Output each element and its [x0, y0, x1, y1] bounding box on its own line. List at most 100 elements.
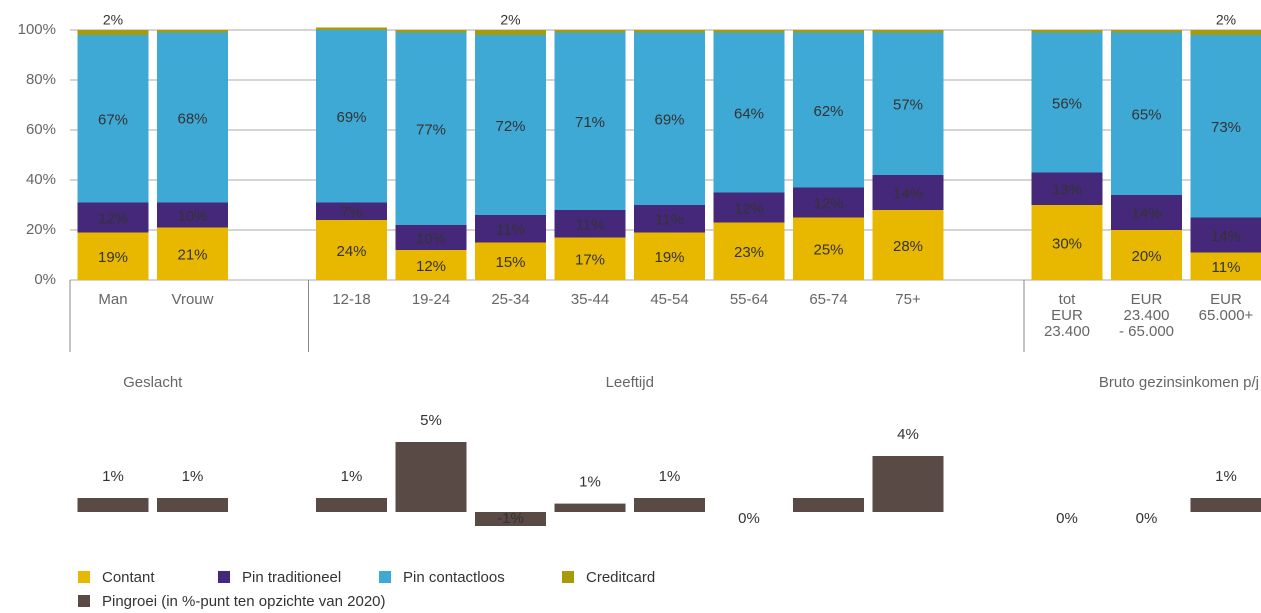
data-label: 20%: [1131, 248, 1161, 265]
bar-segment: [1031, 205, 1103, 280]
bar-segment: [1111, 32, 1182, 195]
data-label: 13%: [1052, 182, 1082, 199]
data-label: 2%: [500, 12, 520, 28]
x-tick-label: 25-34: [491, 291, 530, 308]
x-tick-label: tot EUR 23.400: [1044, 291, 1090, 340]
bar-segment: [554, 30, 626, 33]
y-tick-label: 80%: [26, 71, 56, 88]
bar-segment: [793, 187, 864, 218]
x-tick-label: 19-24: [411, 291, 451, 308]
bar: [1190, 498, 1261, 512]
bar-segment: [554, 237, 626, 280]
bar-segment: [475, 30, 546, 35]
bar-segment: [872, 30, 944, 33]
x-tick-label: EUR 23.400 - 65.000: [1118, 291, 1175, 340]
data-label: 0%: [1056, 510, 1078, 527]
data-label: 5%: [420, 412, 442, 429]
bar: [634, 498, 705, 512]
bar-segment: [634, 32, 705, 205]
data-label: 23%: [734, 244, 764, 261]
data-label: 57%: [893, 97, 923, 114]
legend-swatch: [562, 571, 574, 583]
bar-segment: [1190, 252, 1261, 280]
x-tick-label: Man: [98, 291, 128, 308]
bar: [395, 442, 467, 512]
data-label: 19%: [654, 249, 684, 266]
bar: [157, 498, 228, 512]
bar-segment: [1031, 172, 1103, 205]
bar-segment: [316, 202, 387, 220]
bar-segment: [713, 222, 785, 280]
bar-segment: [634, 30, 705, 33]
data-label: 1%: [659, 468, 681, 485]
data-label: 73%: [1211, 119, 1241, 136]
x-tick-label: 75+: [895, 291, 921, 308]
data-label: 12%: [734, 200, 764, 217]
bar-segment: [793, 217, 864, 280]
bar-segment: [634, 232, 705, 280]
bar-segment: [1031, 32, 1103, 173]
data-label: 12%: [416, 258, 446, 275]
legend-swatch: [379, 571, 391, 583]
bar-segment: [316, 220, 387, 280]
bar-segment: [793, 30, 864, 33]
x-tick-label: EUR 65.000+: [1198, 291, 1254, 324]
legend-swatch: [78, 571, 90, 583]
bar: [475, 512, 546, 526]
data-label: 0%: [1136, 510, 1158, 527]
y-tick-label: 100%: [18, 21, 56, 38]
group-label: Leeftijd: [605, 374, 654, 391]
data-label: 64%: [734, 105, 764, 122]
bar-segment: [713, 32, 785, 193]
bar-segment: [554, 210, 626, 238]
data-label: 10%: [177, 208, 207, 225]
data-label: 0%: [738, 510, 760, 527]
bar-segment: [157, 202, 228, 228]
bar-segment: [157, 30, 228, 33]
bar-segment: [157, 32, 228, 203]
bar-segment: [1111, 195, 1182, 230]
data-label: 11%: [496, 222, 525, 239]
bar-segment: [1190, 35, 1261, 218]
x-tick-label: 45-54: [650, 291, 689, 308]
data-label: 71%: [575, 114, 605, 131]
data-label: 65%: [1131, 107, 1161, 124]
bar-segment: [872, 32, 944, 175]
data-label: 77%: [416, 122, 446, 139]
data-label: 69%: [336, 109, 366, 126]
bar-segment: [1111, 30, 1182, 33]
data-label: 11%: [655, 212, 684, 229]
data-label: 11%: [576, 217, 605, 234]
x-tick-label: 65-74: [809, 291, 848, 308]
bar-segment: [316, 27, 387, 30]
legend-label: Creditcard: [586, 569, 655, 586]
bar-segment: [634, 205, 705, 233]
bar-segment: [77, 30, 149, 35]
group-label: Bruto gezinsinkomen p/j: [1098, 374, 1259, 391]
data-label: 12%: [98, 210, 128, 227]
bar-segment: [395, 32, 467, 225]
bar-segment: [395, 225, 467, 250]
data-label: 25%: [813, 242, 843, 259]
bar-segment: [1031, 30, 1103, 33]
legend-swatch: [218, 571, 230, 583]
data-label: 14%: [1131, 205, 1161, 222]
bar-segment: [395, 30, 467, 33]
bar-segment: [1111, 230, 1182, 280]
legend-label: Pin traditioneel: [242, 569, 341, 586]
bar-segment: [872, 210, 944, 280]
bar-segment: [157, 227, 228, 280]
bar-segment: [77, 232, 149, 280]
x-tick-label: 55-64: [729, 291, 769, 308]
data-label: 14%: [1211, 228, 1241, 245]
data-label: 14%: [893, 185, 923, 202]
bar: [793, 498, 864, 512]
legend-label: Pingroei (in %-punt ten opzichte van 202…: [102, 593, 386, 610]
data-label: 1%: [102, 468, 124, 485]
bar-segment: [713, 192, 785, 223]
data-label: 21%: [177, 247, 207, 264]
data-label: 4%: [897, 426, 919, 443]
y-tick-label: 40%: [26, 171, 56, 188]
bar-segment: [475, 242, 546, 280]
